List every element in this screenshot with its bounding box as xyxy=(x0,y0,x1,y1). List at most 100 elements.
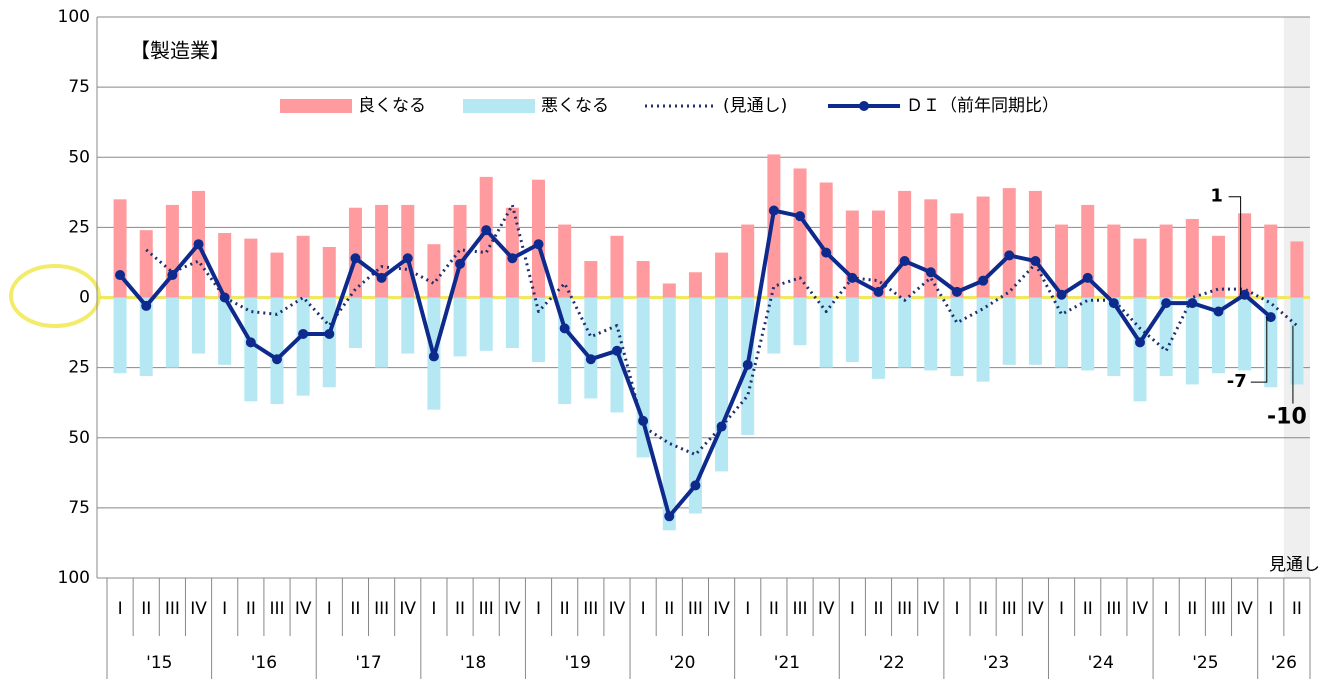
year-label: '26 xyxy=(1271,653,1297,673)
di-point xyxy=(951,286,962,297)
year-label: '16 xyxy=(251,653,277,673)
bar xyxy=(1002,188,1016,298)
bar xyxy=(1211,235,1225,298)
bar xyxy=(348,297,362,348)
bar xyxy=(950,297,964,377)
callout xyxy=(1250,317,1268,383)
di-point xyxy=(795,211,806,222)
di-point xyxy=(167,270,178,281)
x-tick-label: II xyxy=(1292,599,1302,619)
x-tick-label: IV xyxy=(504,599,521,619)
year-label: '15 xyxy=(146,653,172,673)
bar xyxy=(165,297,179,368)
legend-swatch xyxy=(463,99,535,113)
bar xyxy=(244,297,258,402)
x-tick-label: II xyxy=(455,599,465,619)
bar xyxy=(793,168,807,298)
y-tick-label: 25 xyxy=(68,217,90,237)
bar xyxy=(139,297,153,377)
di-point xyxy=(873,286,884,297)
bar xyxy=(218,297,232,365)
bar xyxy=(688,297,702,514)
x-tick-label: IV xyxy=(922,599,939,619)
year-label: '20 xyxy=(669,653,695,673)
x-tick-label: IV xyxy=(818,599,835,619)
x-tick-label: I xyxy=(1164,599,1169,619)
x-tick-label: III xyxy=(479,599,494,619)
bar xyxy=(479,176,493,298)
bar xyxy=(819,182,833,298)
y-tick-label: 25 xyxy=(68,358,90,378)
x-tick-label: III xyxy=(165,599,180,619)
bar xyxy=(270,252,284,298)
di-point xyxy=(1030,256,1041,267)
data-label: -10 xyxy=(1267,405,1307,430)
bar xyxy=(244,238,258,298)
x-tick-label: IV xyxy=(713,599,730,619)
bar xyxy=(1107,224,1121,298)
di-point xyxy=(271,354,282,365)
year-label: '25 xyxy=(1192,653,1218,673)
bar xyxy=(1211,297,1225,374)
x-tick-label: IV xyxy=(609,599,626,619)
di-point xyxy=(1108,298,1119,309)
bar xyxy=(1055,224,1069,298)
x-tick-label: I xyxy=(118,599,123,619)
bar xyxy=(715,252,729,298)
x-tick-label: I xyxy=(536,599,541,619)
bar xyxy=(139,230,153,298)
bar xyxy=(1238,213,1252,298)
year-label: '18 xyxy=(460,653,486,673)
di-point xyxy=(481,225,492,236)
x-tick-label: I xyxy=(1268,599,1273,619)
x-tick-label: II xyxy=(873,599,883,619)
y-tick-label: 100 xyxy=(58,7,90,27)
y-tick-label: 75 xyxy=(68,77,90,97)
di-point xyxy=(638,415,649,426)
x-tick-label: III xyxy=(688,599,703,619)
bar xyxy=(924,199,938,298)
x-tick-label: II xyxy=(141,599,151,619)
chart-title: 【製造業】 xyxy=(130,39,230,63)
bar xyxy=(976,196,990,298)
di-point xyxy=(1161,298,1172,309)
di-point xyxy=(690,480,701,491)
bar xyxy=(819,297,833,368)
bar xyxy=(610,235,624,298)
bar xyxy=(165,204,179,298)
x-tick-label: II xyxy=(1083,599,1093,619)
callout xyxy=(1228,196,1242,295)
bar xyxy=(322,247,336,298)
bar xyxy=(479,297,493,351)
di-point xyxy=(847,272,858,283)
bar xyxy=(505,297,519,348)
di-point xyxy=(1082,272,1093,283)
legend-swatch xyxy=(859,101,869,111)
x-tick-label: IV xyxy=(1236,599,1253,619)
di-point xyxy=(1187,298,1198,309)
di-point xyxy=(428,351,439,362)
bar xyxy=(924,297,938,371)
di-point xyxy=(1239,289,1250,300)
y-tick-label: 0 xyxy=(79,288,90,308)
bar xyxy=(270,297,284,405)
x-tick-label: I xyxy=(327,599,332,619)
year-label: '19 xyxy=(565,653,591,673)
year-label: '21 xyxy=(774,653,800,673)
bar xyxy=(871,297,885,379)
x-tick-label: IV xyxy=(295,599,312,619)
bar xyxy=(767,297,781,354)
di-point xyxy=(324,328,335,339)
x-tick-label: IV xyxy=(1027,599,1044,619)
bar xyxy=(1159,224,1173,298)
di-point xyxy=(899,256,910,267)
x-tick-label: IV xyxy=(1132,599,1149,619)
di-point xyxy=(1265,312,1276,323)
bar xyxy=(1264,224,1278,298)
bar xyxy=(1081,297,1095,371)
data-label: -7 xyxy=(1227,371,1247,392)
di-point xyxy=(925,267,936,278)
legend-label: 悪くなる xyxy=(541,96,609,116)
bar xyxy=(558,224,572,298)
year-label: '23 xyxy=(983,653,1009,673)
